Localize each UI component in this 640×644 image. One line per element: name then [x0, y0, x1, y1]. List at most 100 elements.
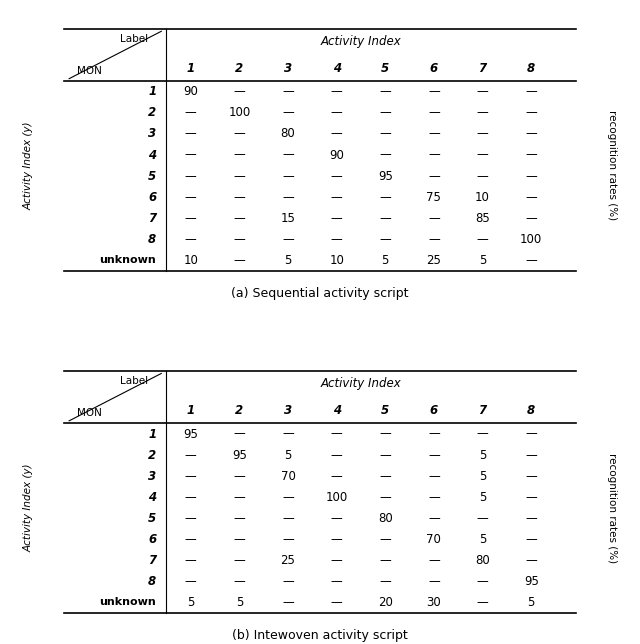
- Text: 1: 1: [148, 86, 156, 99]
- Text: —: —: [234, 128, 245, 140]
- Text: 8: 8: [527, 62, 535, 75]
- Text: —: —: [525, 533, 537, 545]
- Text: —: —: [185, 575, 196, 588]
- Text: Activity Index (y): Activity Index (y): [23, 121, 33, 210]
- Text: 95: 95: [232, 449, 247, 462]
- Text: —: —: [185, 191, 196, 204]
- Text: —: —: [477, 596, 488, 609]
- Text: (b) Intewoven activity script: (b) Intewoven activity script: [232, 629, 408, 642]
- Text: MON: MON: [77, 408, 102, 418]
- Text: 100: 100: [520, 232, 542, 246]
- Text: 5: 5: [284, 254, 292, 267]
- Text: —: —: [185, 149, 196, 162]
- Text: —: —: [331, 469, 342, 482]
- Text: 30: 30: [426, 596, 442, 609]
- Text: 25: 25: [426, 254, 442, 267]
- Text: —: —: [477, 232, 488, 246]
- Text: unknown: unknown: [99, 255, 156, 265]
- Text: —: —: [185, 232, 196, 246]
- Text: 3: 3: [148, 469, 156, 482]
- Text: —: —: [282, 191, 294, 204]
- Text: —: —: [331, 86, 342, 99]
- Text: —: —: [234, 149, 245, 162]
- Text: —: —: [282, 533, 294, 545]
- Text: —: —: [477, 149, 488, 162]
- Text: —: —: [282, 106, 294, 119]
- Text: —: —: [234, 428, 245, 440]
- Text: —: —: [428, 212, 440, 225]
- Text: —: —: [525, 191, 537, 204]
- Text: —: —: [380, 191, 391, 204]
- Text: —: —: [185, 469, 196, 482]
- Text: MON: MON: [77, 66, 102, 76]
- Text: —: —: [282, 575, 294, 588]
- Text: 4: 4: [333, 404, 340, 417]
- Text: —: —: [477, 128, 488, 140]
- Text: —: —: [380, 86, 391, 99]
- Text: 95: 95: [378, 169, 393, 182]
- Text: 5: 5: [381, 404, 389, 417]
- Text: —: —: [331, 449, 342, 462]
- Text: —: —: [234, 191, 245, 204]
- Text: —: —: [428, 575, 440, 588]
- Text: —: —: [185, 533, 196, 545]
- Text: —: —: [331, 575, 342, 588]
- Text: 4: 4: [148, 149, 156, 162]
- Text: 2: 2: [236, 404, 243, 417]
- Text: 80: 80: [280, 128, 296, 140]
- Text: —: —: [282, 491, 294, 504]
- Text: 20: 20: [378, 596, 393, 609]
- Text: —: —: [428, 428, 440, 440]
- Text: —: —: [477, 86, 488, 99]
- Text: —: —: [331, 554, 342, 567]
- Text: 2: 2: [148, 449, 156, 462]
- Text: 1: 1: [187, 62, 195, 75]
- Text: 7: 7: [479, 62, 486, 75]
- Text: —: —: [428, 149, 440, 162]
- Text: 95: 95: [524, 575, 539, 588]
- Text: —: —: [428, 554, 440, 567]
- Text: —: —: [282, 512, 294, 525]
- Text: 5: 5: [236, 596, 243, 609]
- Text: —: —: [525, 449, 537, 462]
- Text: 7: 7: [148, 212, 156, 225]
- Text: —: —: [525, 254, 537, 267]
- Text: —: —: [234, 491, 245, 504]
- Text: 95: 95: [183, 428, 198, 440]
- Text: 3: 3: [284, 62, 292, 75]
- Text: —: —: [380, 106, 391, 119]
- Text: —: —: [234, 512, 245, 525]
- Text: Activity Index (y): Activity Index (y): [23, 464, 33, 552]
- Text: 3: 3: [284, 404, 292, 417]
- Text: 15: 15: [280, 212, 296, 225]
- Text: —: —: [331, 232, 342, 246]
- Text: —: —: [428, 86, 440, 99]
- Text: —: —: [234, 232, 245, 246]
- Text: Label: Label: [120, 376, 148, 386]
- Text: —: —: [234, 86, 245, 99]
- Text: 5: 5: [479, 491, 486, 504]
- Text: (a) Sequential activity script: (a) Sequential activity script: [231, 287, 409, 299]
- Text: 5: 5: [381, 62, 389, 75]
- Text: 80: 80: [475, 554, 490, 567]
- Text: —: —: [477, 169, 488, 182]
- Text: —: —: [525, 169, 537, 182]
- Text: —: —: [331, 533, 342, 545]
- Text: 6: 6: [148, 533, 156, 545]
- Text: Activity Index: Activity Index: [321, 35, 401, 48]
- Text: 5: 5: [284, 449, 292, 462]
- Text: —: —: [428, 232, 440, 246]
- Text: 10: 10: [183, 254, 198, 267]
- Text: —: —: [185, 106, 196, 119]
- Text: 7: 7: [148, 554, 156, 567]
- Text: —: —: [185, 449, 196, 462]
- Text: —: —: [185, 128, 196, 140]
- Text: —: —: [428, 469, 440, 482]
- Text: recognition rates (%): recognition rates (%): [607, 453, 617, 563]
- Text: —: —: [331, 596, 342, 609]
- Text: 85: 85: [475, 212, 490, 225]
- Text: 80: 80: [378, 512, 393, 525]
- Text: —: —: [525, 491, 537, 504]
- Text: —: —: [380, 149, 391, 162]
- Text: —: —: [380, 212, 391, 225]
